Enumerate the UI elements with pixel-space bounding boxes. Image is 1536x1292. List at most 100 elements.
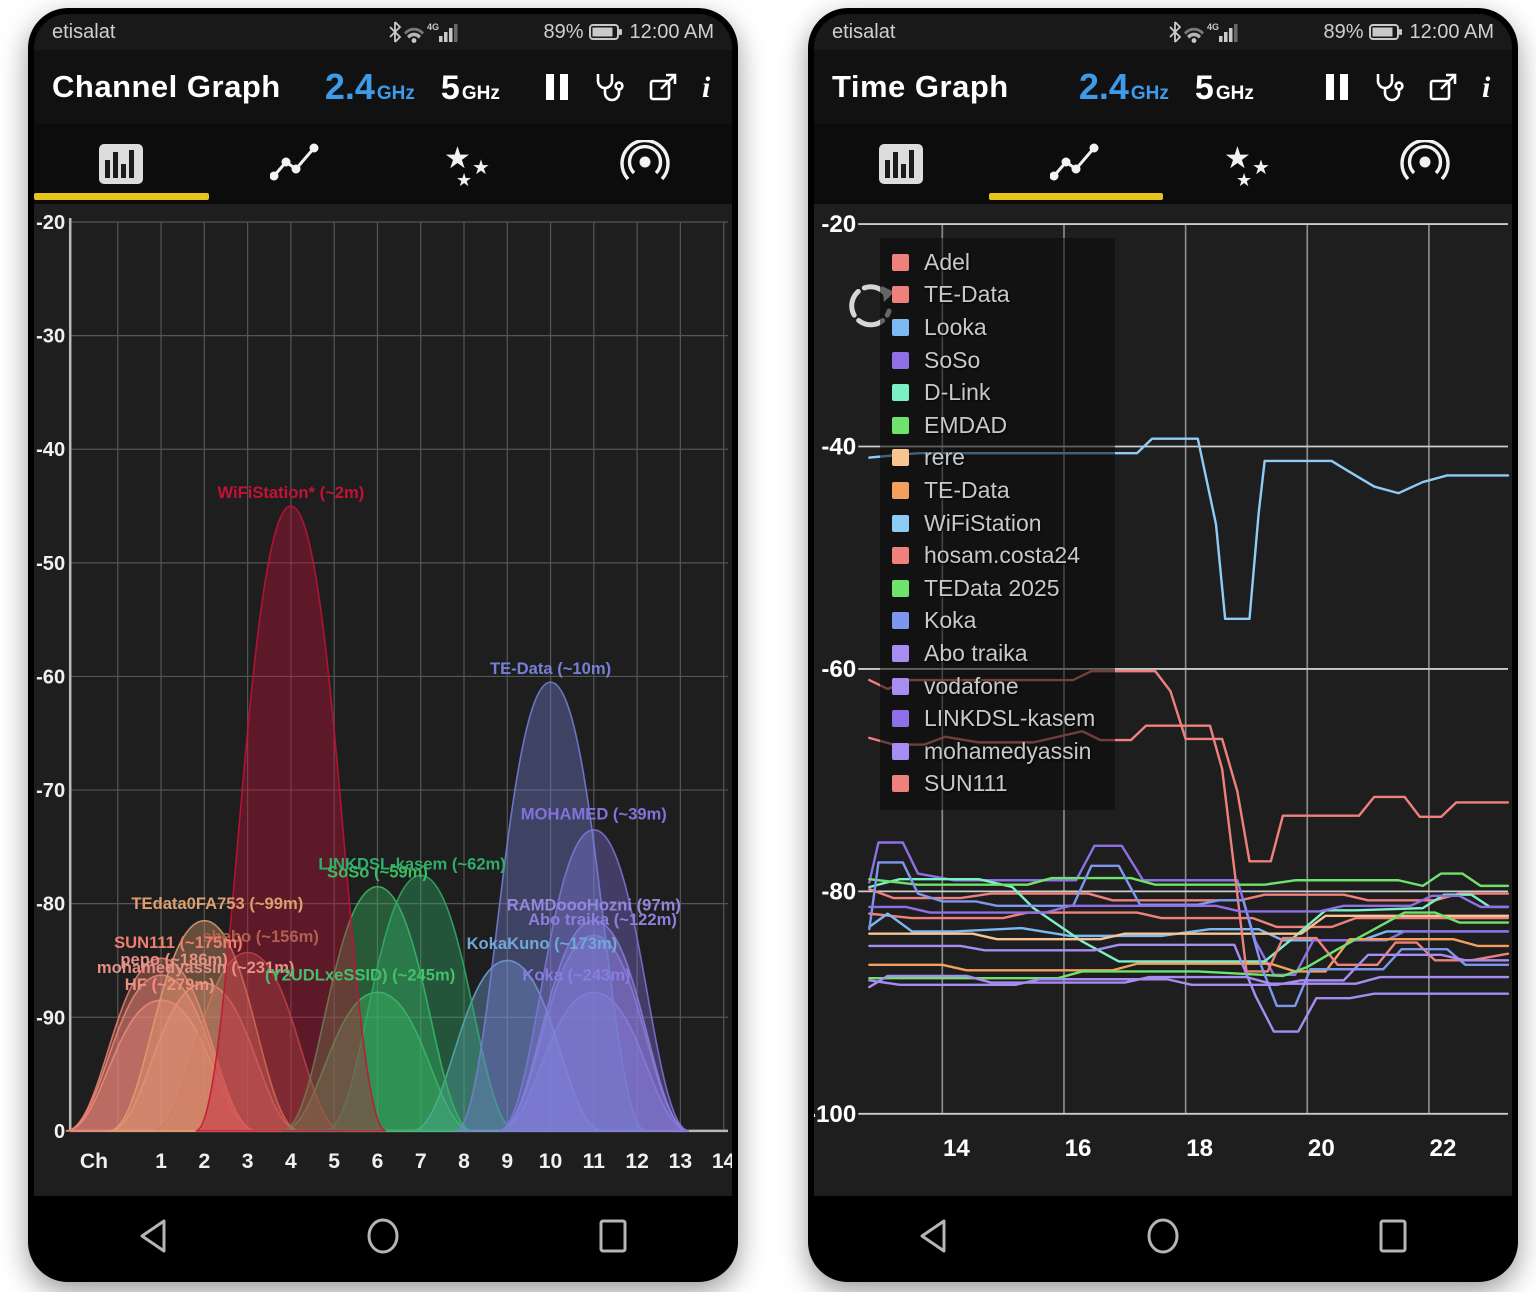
- time-graph-chart[interactable]: -20 -40 -60 -80 -100 14 16 18 20 22 Adel TE-Data Lo…: [814, 204, 1512, 1196]
- svg-text:★: ★: [472, 157, 490, 179]
- channel-graph-svg[interactable]: HF (~279m)mohamedyassin (~231m)pepo (~18…: [34, 204, 732, 1196]
- svg-text:-60: -60: [36, 666, 65, 688]
- svg-text:Koka (~243m): Koka (~243m): [522, 966, 630, 985]
- network-type-badge: 4G: [1207, 22, 1219, 32]
- legend-swatch: [892, 710, 909, 728]
- svg-text:8: 8: [458, 1150, 470, 1173]
- nav-back-button[interactable]: [123, 1211, 183, 1261]
- carrier-label: etisalat: [52, 20, 116, 43]
- bluetooth-icon: [1169, 21, 1182, 43]
- tab-channel-graph[interactable]: [814, 124, 989, 204]
- legend-swatch: [892, 775, 909, 793]
- tab-channel-graph[interactable]: [34, 124, 209, 204]
- legend-item: TE-Data: [892, 474, 1095, 507]
- svg-text:shebo (~156m): shebo (~156m): [202, 927, 319, 946]
- legend-label: D-Link: [924, 379, 991, 406]
- legend-swatch: [892, 253, 909, 271]
- legend-label: TE-Data: [924, 476, 1010, 503]
- band-5ghz-button[interactable]: 5 GHz: [440, 69, 500, 107]
- legend-swatch: [892, 286, 909, 304]
- android-nav-bar: [34, 1196, 732, 1276]
- tab-ratings[interactable]: ★ ★ ★: [1163, 124, 1338, 204]
- svg-text:WiFiStation* (~2m): WiFiStation* (~2m): [218, 483, 365, 502]
- pause-button[interactable]: [544, 72, 570, 102]
- svg-text:9: 9: [501, 1150, 513, 1173]
- phone-frame-left: etisalat 4G: [28, 8, 738, 1282]
- export-icon[interactable]: [648, 72, 678, 102]
- legend-item: SoSo: [892, 344, 1095, 377]
- tab-access-points[interactable]: [558, 124, 733, 204]
- tab-ratings[interactable]: ★ ★ ★: [383, 124, 558, 204]
- legend-item: Koka: [892, 605, 1095, 638]
- band-2-4ghz-button[interactable]: 2.4 GHz: [324, 66, 415, 107]
- svg-text:12: 12: [625, 1150, 648, 1173]
- legend-swatch: [892, 547, 909, 565]
- tab-time-graph[interactable]: [209, 124, 384, 204]
- nav-recents-button[interactable]: [1363, 1211, 1423, 1261]
- legend-swatch: [892, 384, 909, 402]
- svg-text:★: ★: [456, 170, 472, 188]
- diagnostics-icon[interactable]: [1372, 71, 1406, 103]
- svg-text:HF (~279m): HF (~279m): [125, 975, 215, 994]
- nav-home-button[interactable]: [353, 1211, 413, 1261]
- svg-text:3: 3: [242, 1150, 254, 1173]
- export-icon[interactable]: [1428, 72, 1458, 102]
- legend-item: EMDAD: [892, 409, 1095, 442]
- screen-left: etisalat 4G: [34, 14, 732, 1276]
- tab-time-graph[interactable]: [989, 124, 1164, 204]
- svg-text:★: ★: [1224, 142, 1251, 175]
- nav-home-button[interactable]: [1133, 1211, 1193, 1261]
- signal-bars-icon: [1219, 24, 1238, 42]
- page-title: Time Graph: [832, 69, 1009, 104]
- legend-swatch: [892, 612, 909, 630]
- svg-text:-80: -80: [36, 894, 65, 916]
- active-tab-underline: [34, 193, 209, 200]
- svg-text:-70: -70: [36, 780, 65, 802]
- legend-item: Looka: [892, 311, 1095, 344]
- legend-swatch: [892, 449, 909, 467]
- battery-percent: 89%: [1323, 20, 1364, 43]
- active-tab-underline: [988, 193, 1163, 200]
- legend-item: rere: [892, 442, 1095, 475]
- svg-text:20: 20: [1308, 1135, 1335, 1162]
- svg-text:SoSo (~59m): SoSo (~59m): [327, 862, 428, 881]
- legend-item: vodafone: [892, 670, 1095, 703]
- info-button[interactable]: i: [700, 71, 714, 103]
- svg-text:(Y2UDLxeSSID) (~245m): (Y2UDLxeSSID) (~245m): [265, 966, 455, 985]
- nav-recents-button[interactable]: [583, 1211, 643, 1261]
- legend-swatch: [892, 644, 909, 662]
- battery-icon: [1369, 24, 1403, 40]
- legend-label: vodafone: [924, 672, 1019, 699]
- nav-back-button[interactable]: [903, 1211, 963, 1261]
- legend-label: LINKDSL-kasem: [924, 705, 1096, 732]
- band-2-4ghz-button[interactable]: 2.4 GHz: [1078, 66, 1169, 107]
- svg-text:-30: -30: [36, 326, 65, 348]
- legend-label: mohamedyassin: [924, 737, 1092, 764]
- svg-text:4: 4: [285, 1150, 297, 1173]
- tab-access-points[interactable]: [1338, 124, 1513, 204]
- legend-item: LINKDSL-kasem: [892, 702, 1095, 735]
- svg-text:★: ★: [1236, 170, 1252, 188]
- legend-item: TE-Data: [892, 279, 1095, 312]
- channel-graph-chart[interactable]: HF (~279m) mohamedyassin (~231m) pepo (~18…: [34, 204, 732, 1196]
- info-button[interactable]: i: [1480, 71, 1494, 103]
- legend-item: D-Link: [892, 376, 1095, 409]
- wifi-icon: [1184, 27, 1205, 43]
- tab-bar: ★ ★ ★: [814, 124, 1512, 204]
- legend-label: Koka: [924, 607, 977, 634]
- pause-button[interactable]: [1324, 72, 1350, 102]
- band-5ghz-button[interactable]: 5 GHz: [1194, 69, 1254, 107]
- clock-label: 12:00 AM: [629, 20, 714, 43]
- diagnostics-icon[interactable]: [592, 71, 626, 103]
- svg-text:Abo traika (~122m): Abo traika (~122m): [528, 910, 677, 929]
- svg-text:SUN111 (~175m): SUN111 (~175m): [114, 933, 243, 952]
- carrier-label: etisalat: [832, 20, 896, 43]
- svg-text:TEdata0FA753 (~99m): TEdata0FA753 (~99m): [131, 894, 303, 913]
- status-bar: etisalat 4G: [34, 14, 732, 50]
- legend-swatch: [892, 481, 909, 499]
- legend-label: SoSo: [924, 346, 981, 373]
- svg-text:-90: -90: [36, 1007, 65, 1029]
- tab-bar: ★ ★ ★: [34, 124, 732, 204]
- svg-text:i: i: [702, 71, 711, 103]
- legend-label: rere: [924, 444, 965, 471]
